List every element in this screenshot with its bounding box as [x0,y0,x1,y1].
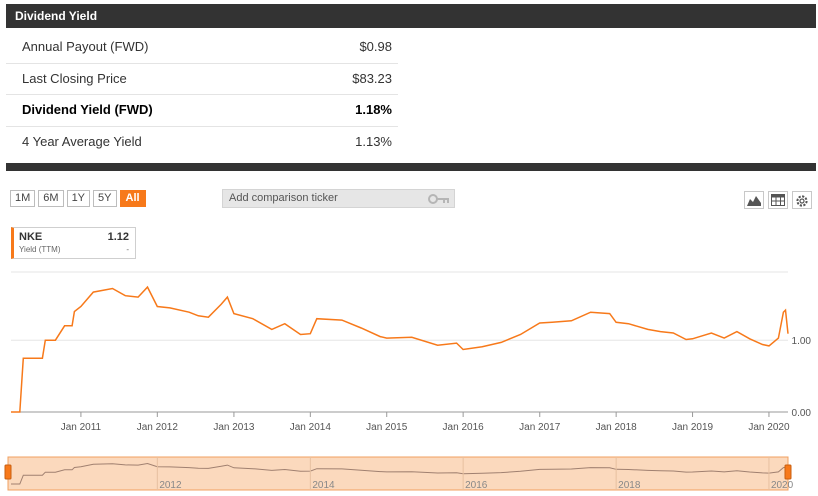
table-icon[interactable] [768,191,788,209]
gear-icon[interactable] [792,191,812,209]
stat-row: Dividend Yield (FWD) 1.18% [6,95,398,127]
y-tick-label: 0.00 [792,408,812,419]
range-button-6m[interactable]: 6M [38,190,64,207]
mountain-chart-icon[interactable] [744,191,764,209]
dividend-stats-table: Annual Payout (FWD) $0.98 Last Closing Pri… [6,32,398,157]
x-tick-label: Jan 2017 [519,422,561,433]
stat-row: 4 Year Average Yield 1.13% [6,127,398,158]
chart-toolbar [740,191,812,209]
navigator-label: 2016 [465,480,488,491]
range-button-1m[interactable]: 1M [10,190,36,207]
section-divider [6,163,816,171]
legend-ticker: NKE [19,231,43,243]
stat-label: 4 Year Average Yield [22,133,142,149]
navigator-left-handle[interactable] [4,464,12,480]
navigator-label: 2018 [618,480,641,491]
header-title: Dividend Yield [15,9,98,23]
navigator-selection[interactable] [7,456,789,491]
range-button-all[interactable]: All [119,190,146,207]
stat-value: 1.18% [355,102,392,117]
navigator-label: 2020 [771,480,794,491]
y-tick-label: 1.00 [792,336,812,347]
key-icon[interactable] [428,193,450,210]
legend-series-value: - [126,245,129,254]
range-button-5y[interactable]: 5Y [93,190,117,207]
x-tick-label: Jan 2019 [672,422,714,433]
stat-value: $0.98 [359,39,392,54]
stat-row: Last Closing Price $83.23 [6,64,398,95]
yield-series-line [11,285,789,413]
x-tick-label: Jan 2014 [290,422,332,433]
stat-label: Annual Payout (FWD) [22,39,149,54]
x-tick-label: Jan 2013 [213,422,255,433]
navigator-label: 2012 [159,480,182,491]
x-tick-label: Jan 2018 [596,422,638,433]
dividend-yield-header: Dividend Yield [6,4,816,28]
comparison-placeholder: Add comparison ticker [229,192,338,204]
x-tick-label: Jan 2012 [137,422,179,433]
stat-value: $83.23 [352,70,392,86]
navigator-series-line [11,462,789,485]
range-selector: 1M 6M 1Y 5Y All [10,190,149,208]
x-tick-label: Jan 2011 [61,422,102,433]
legend-value: 1.12 [107,231,129,243]
x-tick-label: Jan 2016 [443,422,485,433]
stat-value: 1.13% [355,133,392,149]
series-legend[interactable]: NKE 1.12 Yield (TTM) - [11,227,136,259]
stat-label: Last Closing Price [22,70,127,86]
x-tick-label: Jan 2020 [748,422,790,433]
x-tick-label: Jan 2015 [366,422,408,433]
legend-series-label: Yield (TTM) [19,245,61,254]
navigator-label: 2014 [312,480,335,491]
comparison-ticker-input[interactable]: Add comparison ticker [222,189,455,208]
stat-label: Dividend Yield (FWD) [22,102,153,117]
stat-row: Annual Payout (FWD) $0.98 [6,32,398,64]
navigator-right-handle[interactable] [784,464,792,480]
range-button-1y[interactable]: 1Y [66,190,91,207]
